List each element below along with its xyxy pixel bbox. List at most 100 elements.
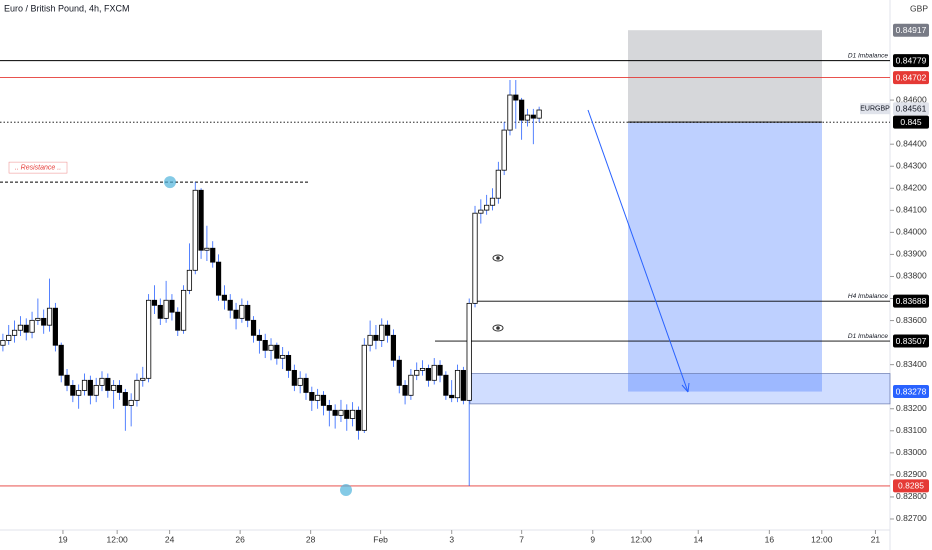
x-tick-label: 12:00 [107,534,129,544]
level-label-text: 0.83507 [896,336,927,346]
x-tick-label: 9 [590,534,595,544]
candle-body [495,169,501,199]
candle-body [414,369,420,376]
level-text: H4 Imbalance [848,293,888,300]
stop-label-box [893,23,929,37]
candle-body [6,334,12,341]
y-tick-label: 0.83800 [896,271,927,281]
candle-body [70,384,76,396]
y-tick-label: 0.83200 [896,403,927,413]
candle-body [524,114,531,121]
candle-body [64,374,70,386]
x-tick-label: 24 [165,534,175,544]
candle-body [239,304,245,319]
candle-body [215,261,222,296]
chart-title: Euro / British Pound, 4h, FXCM [4,3,130,13]
y-tick-label: 0.83600 [896,315,927,325]
target-label-text: 0.83278 [896,386,927,396]
candle-body [186,269,193,291]
x-tick-label: Feb [373,534,388,544]
y-tick-label: 0.82700 [896,513,927,523]
candle-body [93,384,99,396]
x-tick-label: 26 [235,534,245,544]
candle-body [204,247,210,251]
candle-body [280,354,286,359]
candle-body [169,299,175,313]
y-tick-label: 0.84200 [896,183,927,193]
candle-body [419,367,426,371]
currency-label: GBP [910,3,928,13]
candle-body [501,129,507,171]
x-tick-label: 12:00 [811,534,833,544]
candle-body [431,364,437,381]
candle-body [297,377,303,386]
level-text: D1 Imbalance [848,333,888,340]
candle-body [396,359,402,386]
symbol-text: EURGBP [860,106,890,113]
candle-body [17,324,23,331]
candle-body [116,384,123,393]
candle-body [489,197,496,206]
candle-body [87,379,93,396]
candle-body [326,405,332,411]
current-price-box [893,102,929,116]
candle-body [274,344,280,359]
candle-body [52,307,58,346]
candle-body [233,309,239,319]
candle-body [332,409,338,416]
eye-pupil [496,326,500,330]
y-tick-label: 0.83000 [896,447,927,457]
candle-body [519,99,525,121]
candle-body [373,334,379,341]
candle-body [384,324,391,336]
candle-body [35,317,41,321]
candle-body [367,334,373,346]
candle-body [227,299,233,311]
candle-body [437,364,443,376]
x-tick-label: 16 [765,534,775,544]
x-tick-label: 21 [871,534,881,544]
candle-body [484,204,490,211]
forecast-arrow [587,109,689,393]
candle-body [478,209,484,214]
candle-body [303,377,309,393]
candle-body [338,409,344,416]
level-label-box [893,54,929,68]
candle-body [11,329,18,336]
candle-body [192,189,198,271]
candle-body [99,377,105,386]
candle-body [23,324,29,333]
y-tick-label: 0.82800 [896,491,927,501]
candle-body [180,289,187,331]
candle-body [105,377,111,391]
y-tick-label: 0.83100 [896,425,927,435]
candle-body [460,369,466,401]
candle-body [536,109,542,119]
candle-body [122,392,128,406]
candle-body [285,354,292,371]
pivot-marker [340,484,352,496]
plot: 0.84600 0.84400 0.84300 0.84200 0.84100 0.840… [0,23,929,544]
level-text: D1 Imbalance [848,52,888,59]
candle-body [443,374,449,396]
level-label-text: 0.8285 [898,481,924,491]
x-tick-label: 12:00 [630,534,652,544]
candle-body [454,369,461,399]
candle-body [76,390,82,396]
y-tick-label: 0.84300 [896,160,927,170]
candle-body [513,94,519,101]
stop-label-text: 0.84917 [896,25,927,35]
candle-body [0,339,6,346]
stop-zone [628,30,822,123]
y-tick-label: 0.84000 [896,227,927,237]
candle-body [81,379,88,391]
candle-body [344,409,350,419]
candle-body [29,319,35,333]
candle-body [309,392,315,401]
candle-body [128,399,134,406]
candle-body [210,247,216,263]
candle-body [390,334,397,361]
y-tick-label: 0.84600 [896,94,927,104]
candle-body [198,189,204,251]
